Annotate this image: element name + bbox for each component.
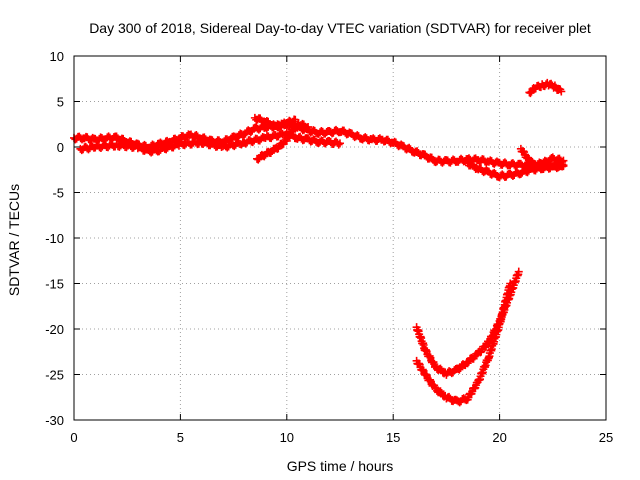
y-tick-label: -25 xyxy=(45,368,64,383)
data-point xyxy=(514,267,523,276)
data-point xyxy=(524,153,533,162)
x-tick-label: 0 xyxy=(70,430,77,445)
data-point xyxy=(436,387,445,396)
x-tick-label: 10 xyxy=(280,430,294,445)
data-point xyxy=(426,375,435,384)
y-tick-label: -15 xyxy=(45,277,64,292)
y-tick-label: -20 xyxy=(45,322,64,337)
data-point xyxy=(559,156,568,165)
data-point xyxy=(304,122,313,131)
data-point xyxy=(334,140,343,149)
data-point xyxy=(291,115,300,124)
data-point xyxy=(557,87,566,96)
data-point xyxy=(506,279,515,288)
data-point xyxy=(302,124,311,133)
data-point xyxy=(436,364,445,373)
series-late-upper-arc xyxy=(525,78,566,98)
y-tick-label: 0 xyxy=(57,140,64,155)
series-deep-lower xyxy=(412,279,515,407)
data-point xyxy=(260,152,269,161)
series-rising-arc-19h xyxy=(253,119,313,164)
chart-title: Day 300 of 2018, Sidereal Day-to-day VTE… xyxy=(89,20,591,36)
axis-ticks: 0 5 10 15 20 25 10 5 0 -5 -10 -15 -20 -25 -30 xyxy=(45,49,613,445)
y-tick-label: -10 xyxy=(45,231,64,246)
data-point xyxy=(421,370,430,379)
y-tick-label: -5 xyxy=(52,186,64,201)
x-tick-label: 20 xyxy=(492,430,506,445)
series-late-spike xyxy=(516,144,568,170)
data-point xyxy=(336,139,344,148)
grid-lines xyxy=(74,56,606,420)
y-axis-label: SDTVAR / TECUs xyxy=(6,184,22,296)
x-tick-label: 5 xyxy=(177,430,184,445)
y-tick-label: 5 xyxy=(57,95,64,110)
y-tick-label: 10 xyxy=(50,49,64,64)
x-axis-label: GPS time / hours xyxy=(287,458,394,474)
data-marks xyxy=(70,78,568,407)
x-tick-label: 15 xyxy=(386,430,400,445)
y-tick-label: -30 xyxy=(45,413,64,428)
data-point xyxy=(455,365,464,374)
series-lower-band xyxy=(76,128,344,157)
series-deep-upper xyxy=(412,267,523,379)
data-point xyxy=(558,157,567,166)
series-upper-arc-19h xyxy=(250,113,300,132)
x-tick-label: 25 xyxy=(599,430,613,445)
series-late-lower-arc xyxy=(463,159,568,182)
series-main-band xyxy=(70,118,568,171)
